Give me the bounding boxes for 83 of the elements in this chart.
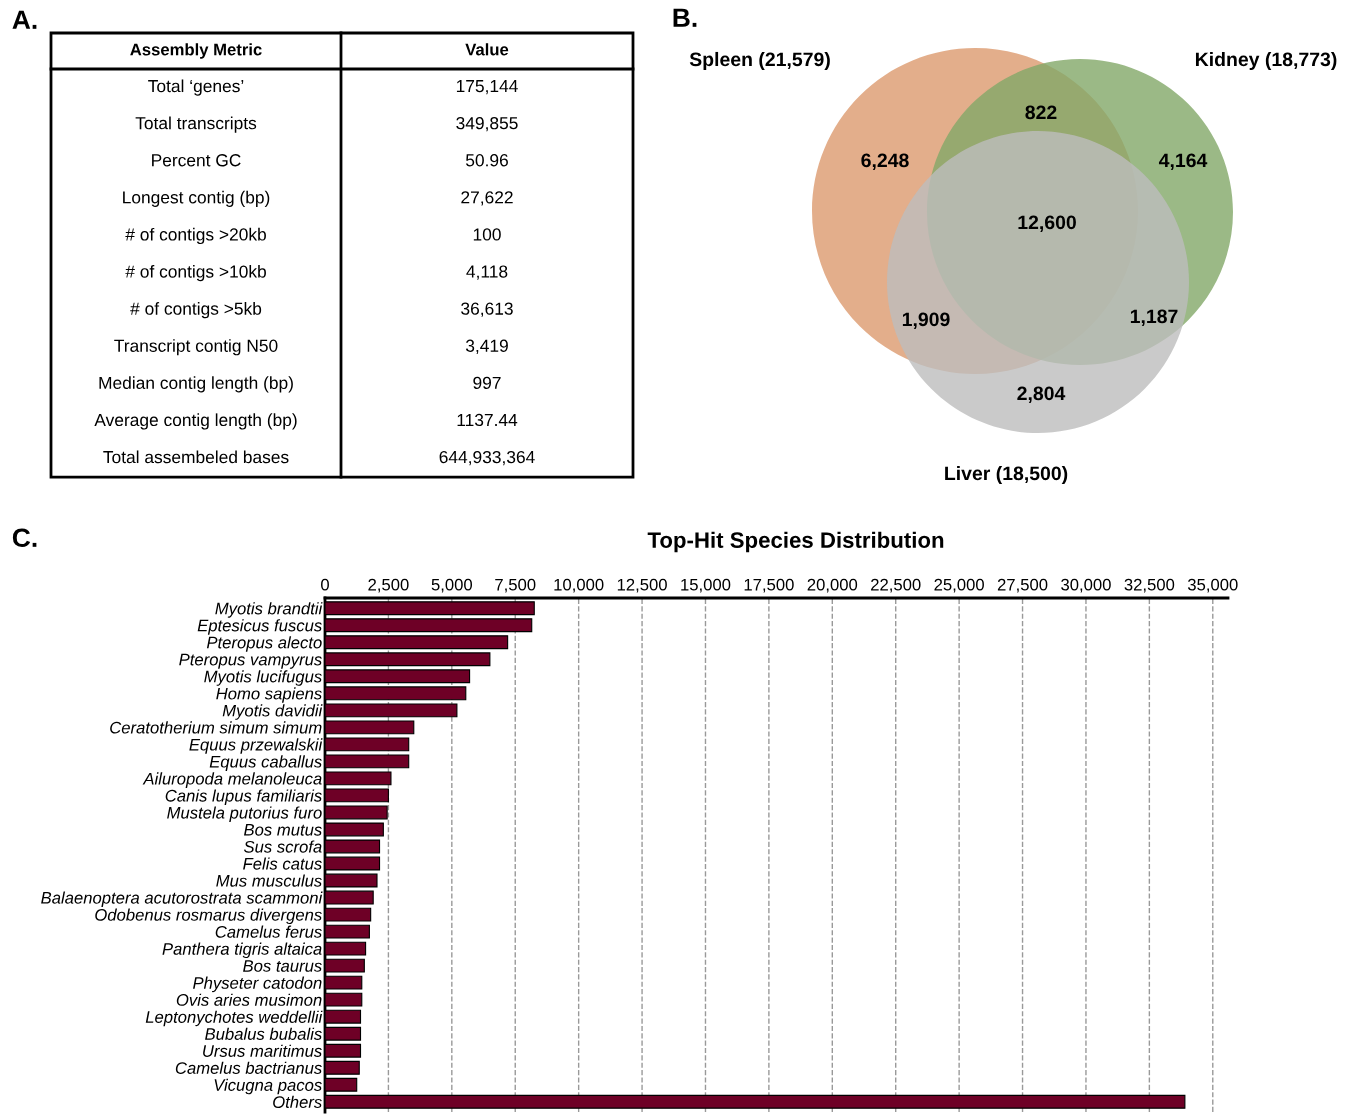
y-tick-label: Bubalus bubalis [205,1027,322,1040]
x-tick-label: 2,500 [368,578,409,593]
x-tick-label: 25,000 [934,578,984,593]
y-tick-label: Others [273,1095,322,1108]
y-tick-label: Equus przewalskii [189,738,323,754]
text: # of contigs >5kb [130,302,262,319]
text: 50.96 [465,154,508,167]
x-tick-label: 30,000 [1061,578,1111,593]
text: Median contig length (bp) [99,376,293,393]
text: 349,855 [456,117,518,132]
text: Average contig length (bp) [94,413,297,430]
y-tick-label: Myotis brandtii [215,602,323,618]
y-tick-label: Homo sapiens [216,687,322,703]
y-tick-label: Ailuropoda melanoleuca [142,772,322,788]
y-tick-label: Equus caballus [209,755,322,771]
y-tick-label: Ovis aries musimon [176,993,322,1006]
x-tick-label: 35,000 [1187,578,1238,593]
y-tick-label: Bos mutus [244,824,322,836]
text: 175,144 [456,80,518,95]
x-tick-label: 15,000 [681,578,731,593]
x-tick-label: 17,500 [744,578,794,593]
y-tick-label: Canis lupus familiaris [165,789,322,805]
text: Total assembeled bases [103,450,289,464]
y-tick-label: Physeter catodon [193,976,322,993]
text: A. [12,10,37,29]
text: Longest contig (bp) [123,190,270,207]
x-tick-label: 20,000 [807,578,858,593]
y-tick-label: Camelus ferus [215,925,322,938]
text: Total ‘genes’ [148,79,244,96]
y-tick-label: Leptonychotes weddellii [145,1010,323,1027]
text: 1,187 [1130,309,1178,327]
text: Transcript contig N50 [114,339,278,356]
x-tick-label: 32,500 [1124,578,1175,593]
y-tick-label: Mus musculus [216,874,322,887]
category-label: Spleen (21,579) [689,51,830,71]
y-tick-label: Odobenus rosmarus divergens [95,908,322,925]
text: 644,933,364 [439,450,535,466]
category-label: Kidney (18,773) [1195,51,1337,71]
text: 36,613 [461,302,513,317]
text: Percent GC [152,154,241,167]
text: 1,909 [902,312,950,330]
text: # of contigs >10kb [125,264,266,282]
category-label: Liver (18,500) [945,465,1068,485]
x-tick-label: 5,000 [431,578,473,593]
y-tick-label: Ursus maritimus [203,1044,322,1057]
text: Total transcripts [135,116,257,133]
text: # of contigs >20kb [125,227,266,245]
y-tick-label: Panthera tigris altaica [162,942,322,959]
y-tick-label: Camelus bactrianus [175,1061,322,1074]
text: 100 [473,228,501,241]
text: 1137.44 [457,413,518,427]
chart-title: Top-Hit Species Distribution [647,531,944,553]
text: 822 [1025,105,1057,120]
x-tick-label: 10,000 [554,578,604,593]
y-tick-label: Mustela putorius furo [167,806,322,822]
x-tick-label: 27,500 [997,578,1048,593]
text: 6,248 [861,153,909,171]
text: 27,622 [461,191,513,206]
text: C. [12,528,37,548]
text: 4,118 [466,265,508,280]
y-tick-label: Pteropus vampyrus [179,653,322,669]
y-tick-label: Felis catus [243,857,322,870]
text: 4,164 [1158,153,1208,171]
x-tick-label: 22,500 [871,578,921,593]
text: 3,419 [465,339,508,354]
x-tick-label: 7,500 [495,578,536,593]
y-tick-label: Myotis lucifugus [204,670,322,686]
x-tick-label: 0 [321,578,329,591]
text: 997 [473,376,501,390]
y-tick-label: Vicugna pacos [214,1078,322,1095]
y-tick-label: Ceratotherium simum simum [110,721,322,734]
text: B. [673,8,697,27]
y-tick-label: Myotis davidii [222,704,323,720]
category-label: Assembly Metric [130,43,262,59]
text: 12,600 [1018,215,1076,233]
category-label: Value [465,43,509,56]
y-tick-label: Pteropus alecto [206,636,322,652]
y-tick-label: Balaenoptera acutorostrata scammoni [41,891,323,908]
y-tick-label: Bos taurus [243,960,322,972]
text: 2,804 [1017,386,1066,404]
y-tick-label: Eptesicus fuscus [197,619,322,635]
x-tick-label: 12,500 [617,578,667,593]
y-tick-label: Sus scrofa [243,840,322,853]
